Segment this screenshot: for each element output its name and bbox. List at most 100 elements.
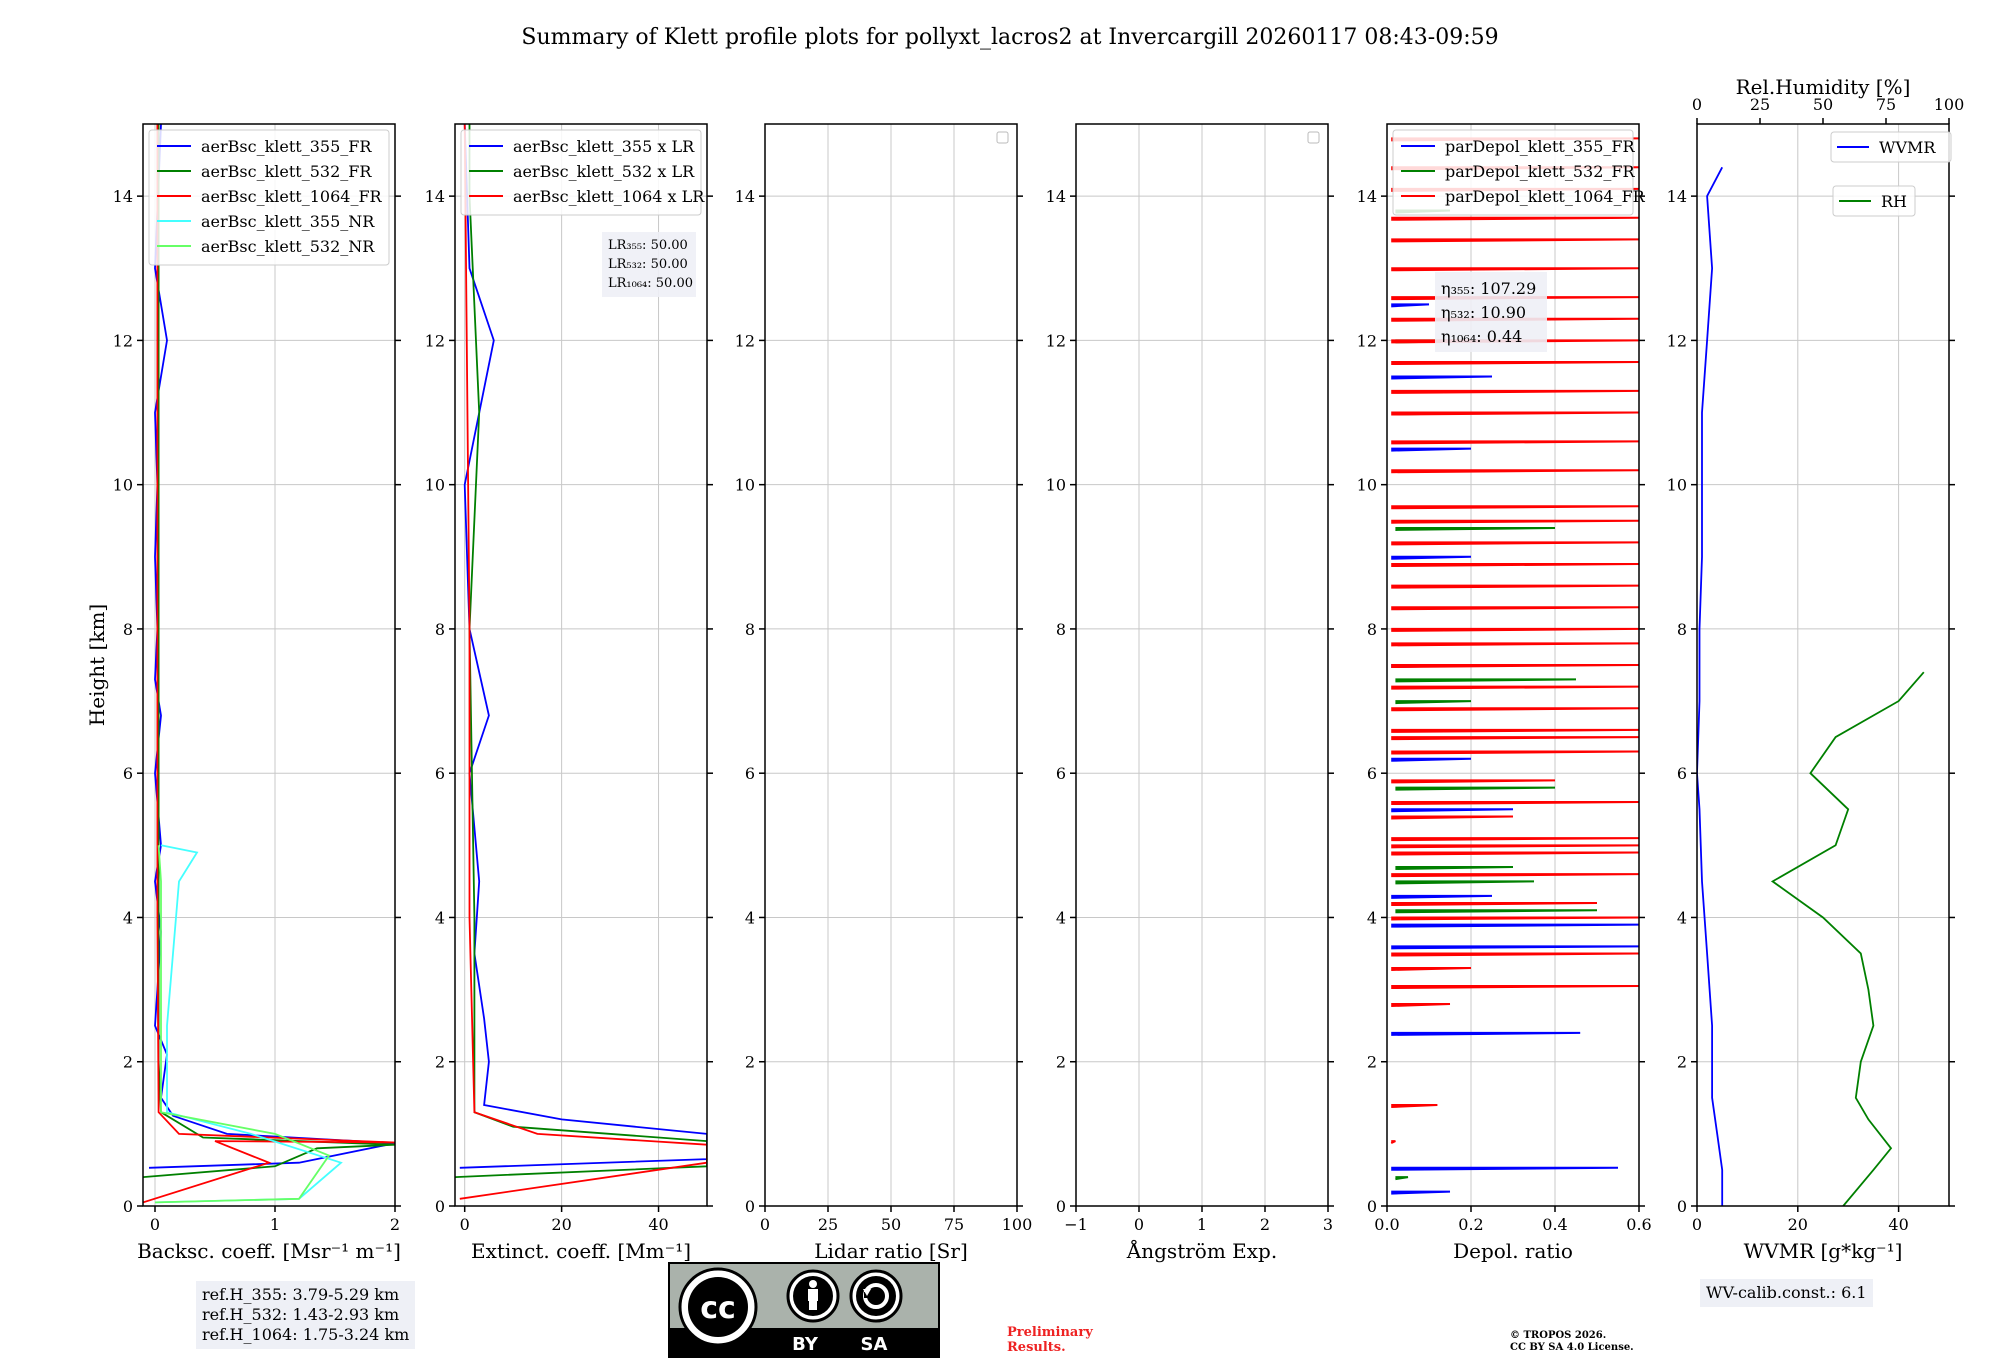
- y-tick-label: 12: [113, 331, 133, 350]
- depol-spike: [1391, 851, 1639, 856]
- preliminary-results: Preliminary Results.: [1007, 1325, 1093, 1355]
- annotation-line: η₅₃₂: 10.90: [1441, 303, 1526, 322]
- series-line: [143, 124, 395, 1204]
- x-tick-label: 0.4: [1542, 1215, 1567, 1234]
- x-tick-label: 0.0: [1374, 1215, 1399, 1234]
- y-tick-label: 14: [425, 187, 445, 206]
- depol-spike: [1391, 411, 1639, 416]
- panel-water-vapor: 0 20 40 0 2 4 6 8 10 12 14 WVMR [g*kg⁻¹] 0 25 50 75 100 R…: [1667, 75, 1965, 1263]
- depol-spike: [1395, 700, 1472, 705]
- depol-spike: [1391, 952, 1639, 957]
- depol-spike: [1391, 945, 1639, 950]
- depol-spike: [1391, 606, 1639, 611]
- depol-spike: [1391, 984, 1639, 989]
- x-tick-label: −1: [1064, 1215, 1088, 1234]
- legend-label: aerBsc_klett_532_NR: [201, 237, 375, 256]
- depol-spike: [1391, 627, 1639, 632]
- depol-spike: [1391, 779, 1556, 784]
- y-tick-label: 0: [1056, 1197, 1066, 1216]
- x-tick-label: 1: [270, 1215, 280, 1234]
- copyright-notice: © TROPOS 2026. CC BY SA 4.0 License.: [1510, 1330, 1634, 1354]
- y-tick-label: 14: [1046, 187, 1066, 206]
- x-tick-label: 20: [551, 1215, 571, 1234]
- depol-spike: [1391, 707, 1639, 712]
- reference-height-box: ref.H_355: 3.79-5.29 km ref.H_532: 1.43-…: [196, 1281, 416, 1349]
- series-group: [1697, 166, 1925, 1206]
- depol-spike: [1391, 216, 1639, 221]
- y-tick-label: 6: [1677, 764, 1687, 783]
- y-tick-label: 8: [435, 620, 445, 639]
- legend-label: aerBsc_klett_532_FR: [201, 162, 372, 181]
- empty-legend-box: [996, 131, 1009, 144]
- series-line: [148, 124, 395, 1169]
- legend-label: aerBsc_klett_1064_FR: [201, 187, 383, 206]
- x2-tick-label: 25: [1750, 95, 1770, 114]
- legend-rh: RH: [1832, 185, 1916, 217]
- depol-spike: [1391, 440, 1639, 445]
- depol-spike: [1391, 303, 1430, 308]
- x-axis-label: Lidar ratio [Sr]: [814, 1239, 968, 1263]
- depol-spike: [1395, 909, 1598, 914]
- empty-legend-box: [1307, 131, 1320, 144]
- legend: aerBsc_klett_355_FR aerBsc_klett_532_FRae…: [148, 129, 390, 266]
- x-tick-label: 20: [1788, 1215, 1808, 1234]
- depol-spike: [1391, 685, 1639, 690]
- annotation-box: η₃₅₅: 107.29 η₅₃₂: 10.90 η₁₀₆₄: 0.44: [1435, 272, 1547, 352]
- depol-spike: [1391, 750, 1639, 755]
- series-line: [455, 124, 707, 1178]
- sa-label: SA: [861, 1334, 888, 1355]
- y-tick-label: 2: [1056, 1053, 1066, 1072]
- depol-spike: [1391, 519, 1639, 524]
- x-tick-label: 0: [760, 1215, 770, 1234]
- wv-calib-box: WV-calib.const.: 6.1: [1700, 1279, 1873, 1307]
- y-tick-label: 10: [1357, 476, 1377, 495]
- depol-spike: [1391, 555, 1472, 560]
- y-tick-label: 4: [1367, 908, 1377, 927]
- x-tick-label: 40: [1888, 1215, 1908, 1234]
- preliminary-line-2: Results.: [1007, 1340, 1066, 1355]
- y-tick-label: 12: [735, 331, 755, 350]
- y-tick-label: 8: [123, 620, 133, 639]
- series-line: [459, 124, 707, 1200]
- depol-spike: [1391, 375, 1493, 380]
- y-tick-label: 14: [113, 187, 133, 206]
- depol-spike: [1391, 642, 1639, 647]
- annotation-line: LR₁₀₆₄: 50.00: [608, 276, 693, 291]
- depol-spike: [1391, 1166, 1619, 1171]
- x-tick-label: 2: [1260, 1215, 1270, 1234]
- x-tick-label: 50: [881, 1215, 901, 1234]
- y-tick-label: 2: [435, 1053, 445, 1072]
- annotation-line: η₃₅₅: 107.29: [1441, 279, 1536, 298]
- depol-spike: [1391, 541, 1639, 546]
- depol-spike: [1395, 1176, 1409, 1181]
- x-tick-label: 3: [1323, 1215, 1333, 1234]
- cc-license-badge: cc BY SA: [668, 1262, 940, 1358]
- x-axis-label: Depol. ratio: [1453, 1239, 1573, 1263]
- x-tick-label: 0: [1692, 1215, 1702, 1234]
- depol-spike: [1391, 447, 1472, 452]
- cc-text: cc: [700, 1291, 736, 1326]
- x-tick-label: 40: [648, 1215, 668, 1234]
- y-tick-label: 6: [1367, 764, 1377, 783]
- legend-label: parDepol_klett_1064_FR: [1445, 187, 1646, 206]
- series-group: [455, 124, 707, 1200]
- y-tick-label: 14: [1357, 187, 1377, 206]
- y-tick-label: 6: [435, 764, 445, 783]
- ref-h-532: ref.H_532: 1.43-2.93 km: [202, 1305, 400, 1324]
- depol-spike: [1391, 736, 1639, 741]
- legend-label: parDepol_klett_532_FR: [1445, 162, 1636, 181]
- legend-frame: [460, 129, 702, 216]
- depol-spike: [1391, 584, 1639, 589]
- y-tick-label: 0: [1367, 1197, 1377, 1216]
- legend-frame: [1832, 185, 1916, 217]
- panel-lidar-ratio: 0 25 50 75 100 0 2 4 6 8 10 12 14 Lidar ratio [Sr]: [735, 123, 1032, 1263]
- depol-spike: [1391, 837, 1639, 842]
- depol-spike: [1391, 1003, 1451, 1008]
- y-tick-label: 14: [1667, 187, 1687, 206]
- depol-spike: [1390, 1140, 1396, 1144]
- y-tick-label: 12: [1667, 331, 1687, 350]
- preliminary-line-1: Preliminary: [1007, 1325, 1093, 1340]
- y-tick-label: 0: [1677, 1197, 1687, 1216]
